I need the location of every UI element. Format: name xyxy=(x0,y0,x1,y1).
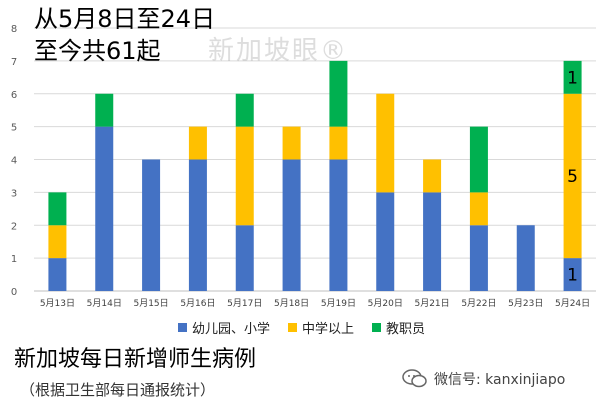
x-tick-label: 5月15日 xyxy=(133,298,168,309)
x-tick-label: 5月23日 xyxy=(508,298,543,309)
bar-segment xyxy=(329,159,348,291)
y-tick-label: 1 xyxy=(11,254,17,265)
bar-segment xyxy=(235,225,254,291)
bars xyxy=(48,60,582,291)
bar-segment xyxy=(95,93,114,127)
y-tick-label: 0 xyxy=(11,287,17,298)
bar-segment xyxy=(423,159,442,193)
bar-segment xyxy=(469,225,488,291)
bar-segment xyxy=(563,60,582,94)
data-labels: 1 5 1 xyxy=(567,68,578,285)
y-tick-label: 2 xyxy=(11,221,17,232)
x-axis-ticks: 5月13日 5月14日 5月15日 5月16日 5月17日 5月18日 5月19日 5月20日… xyxy=(40,298,590,309)
bar-segment xyxy=(95,126,114,291)
legend-entry: 教职员 xyxy=(372,318,425,337)
chart-subtitle: 至今共61起 xyxy=(34,37,161,65)
x-tick-label: 5月20日 xyxy=(368,298,403,309)
bar-segment xyxy=(188,159,207,291)
legend-label: 中学以上 xyxy=(302,322,355,337)
y-tick-label: 8 xyxy=(11,24,17,35)
data-label: 1 xyxy=(567,266,578,286)
bar-segment xyxy=(188,126,207,160)
bar-segment xyxy=(235,93,254,127)
x-tick-label: 5月14日 xyxy=(87,298,122,309)
bar-segment xyxy=(48,258,67,291)
bar-segment xyxy=(423,192,442,291)
bar-segment xyxy=(563,93,582,259)
wechat-id: 微信号: kanxinjiapo xyxy=(434,372,566,388)
bar-segment xyxy=(469,126,488,193)
bar-segment xyxy=(563,258,582,291)
x-tick-label: 5月24日 xyxy=(555,298,590,309)
legend-label: 幼儿园、小学 xyxy=(192,322,271,337)
bar-segment xyxy=(282,159,301,291)
bar-segment xyxy=(235,126,254,226)
x-tick-label: 5月13日 xyxy=(40,298,75,309)
footer-subtitle: （根据卫生部每日通报统计） xyxy=(20,381,216,399)
y-tick-label: 6 xyxy=(11,90,17,101)
footer-title: 新加坡每日新增师生病例 xyxy=(14,347,257,372)
legend-swatch xyxy=(288,323,298,332)
watermark-logo: 新加坡眼® xyxy=(208,36,349,66)
x-tick-label: 5月18日 xyxy=(274,298,309,309)
legend-label: 教职员 xyxy=(386,322,426,337)
data-label: 5 xyxy=(567,167,578,187)
bar-segment xyxy=(142,159,161,291)
legend: 幼儿园、小学 中学以上 教职员 xyxy=(178,318,425,337)
bar-segment xyxy=(48,192,67,226)
wechat-icon xyxy=(402,368,428,390)
chart-title: 从5月8日至24日 xyxy=(34,5,216,33)
x-tick-label: 5月22日 xyxy=(461,298,496,309)
data-label: 1 xyxy=(567,68,578,88)
wechat-credit: 微信号: kanxinjiapo xyxy=(402,368,565,390)
legend-swatch xyxy=(372,323,382,332)
legend-swatch xyxy=(178,323,187,332)
bar-segment xyxy=(329,126,348,160)
bar-segment xyxy=(516,225,535,291)
y-tick-label: 5 xyxy=(11,123,17,134)
x-tick-label: 5月21日 xyxy=(414,298,449,309)
bar-segment xyxy=(282,126,301,160)
bar-segment xyxy=(376,93,395,193)
x-tick-label: 5月19日 xyxy=(321,298,356,309)
legend-entry: 中学以上 xyxy=(288,318,354,337)
bar-segment xyxy=(329,60,348,127)
y-axis-ticks: 0 1 2 3 4 5 6 7 8 xyxy=(11,24,17,298)
bar-segment xyxy=(469,192,488,226)
x-tick-label: 5月16日 xyxy=(180,298,215,309)
y-tick-label: 4 xyxy=(11,156,17,167)
y-tick-label: 3 xyxy=(11,188,17,199)
bar-segment xyxy=(48,225,67,259)
legend-entry: 幼儿园、小学 xyxy=(178,318,270,337)
bar-segment xyxy=(376,192,395,291)
y-tick-label: 7 xyxy=(11,57,17,68)
gridlines xyxy=(34,27,596,292)
x-tick-label: 5月17日 xyxy=(227,298,262,309)
